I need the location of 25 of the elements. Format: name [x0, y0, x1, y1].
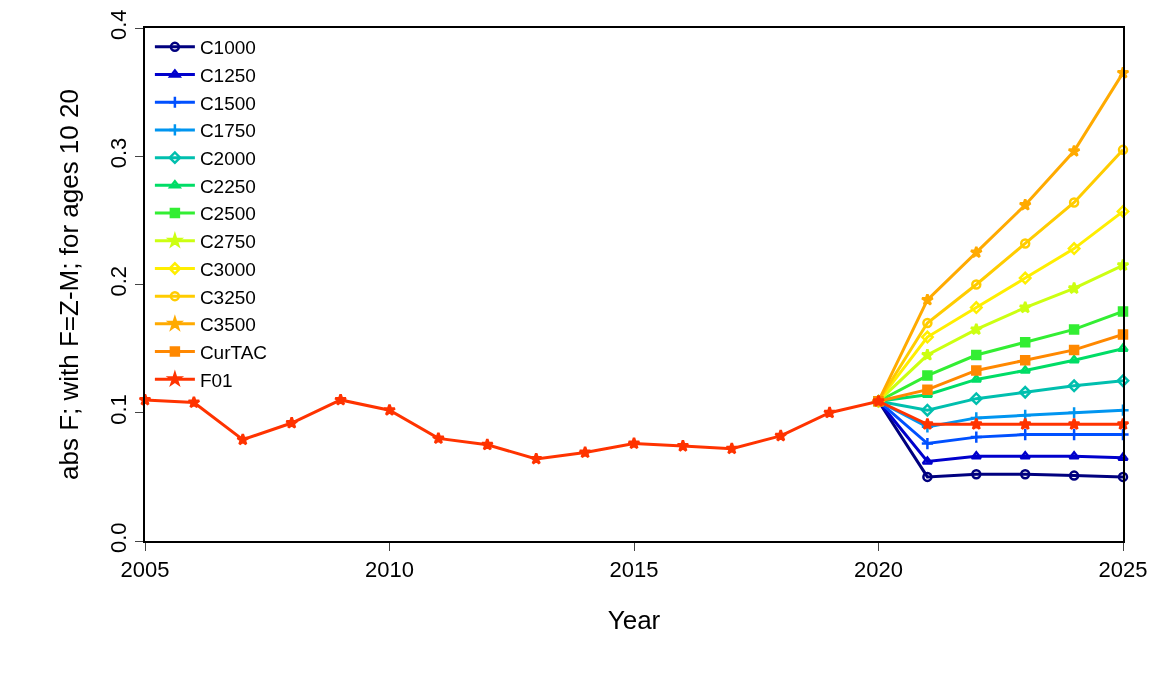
x-tick-label: 2025	[1098, 557, 1148, 583]
x-tick-label: 2020	[854, 557, 903, 583]
y-tick-label: 0.4	[106, 9, 132, 40]
x-tick-label: 2005	[120, 557, 170, 583]
x-tick-label: 2015	[609, 557, 659, 583]
x-tick-label: 2010	[365, 557, 414, 583]
y-tick-label: 0.1	[106, 394, 132, 425]
y-axis-title: abs F; with F=Z-M; for ages 10 20	[54, 89, 85, 480]
y-tick-label: 0.0	[106, 522, 132, 553]
x-axis-title: Year	[607, 605, 661, 636]
legend-label: C3500	[199, 314, 256, 336]
legend-label: C2500	[199, 203, 256, 225]
legend-label: C2000	[199, 148, 256, 170]
legend-label: C1000	[199, 37, 256, 59]
legend-label: C1500	[199, 92, 256, 114]
legend-label: CurTAC	[199, 341, 268, 363]
y-tick-label: 0.2	[106, 265, 132, 297]
legend-label: C2250	[199, 175, 256, 197]
legend-label: F01	[199, 369, 233, 391]
legend-label: C1250	[199, 64, 256, 86]
legend-label: C1750	[199, 120, 256, 142]
y-tick-label: 0.3	[106, 137, 132, 169]
legend-label: C3250	[199, 286, 256, 308]
legend-label: C3000	[199, 258, 256, 280]
legend-label: C2750	[199, 231, 256, 253]
